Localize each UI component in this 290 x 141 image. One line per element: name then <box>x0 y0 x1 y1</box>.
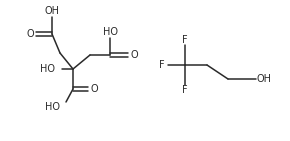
Text: HO: HO <box>45 102 60 112</box>
Text: F: F <box>182 35 188 45</box>
Text: O: O <box>130 50 138 60</box>
Text: HO: HO <box>40 64 55 74</box>
Text: F: F <box>182 85 188 95</box>
Text: HO: HO <box>102 27 117 37</box>
Text: OH: OH <box>256 74 271 84</box>
Text: O: O <box>90 84 98 94</box>
Text: O: O <box>26 29 34 39</box>
Text: F: F <box>159 60 165 70</box>
Text: OH: OH <box>44 6 59 16</box>
